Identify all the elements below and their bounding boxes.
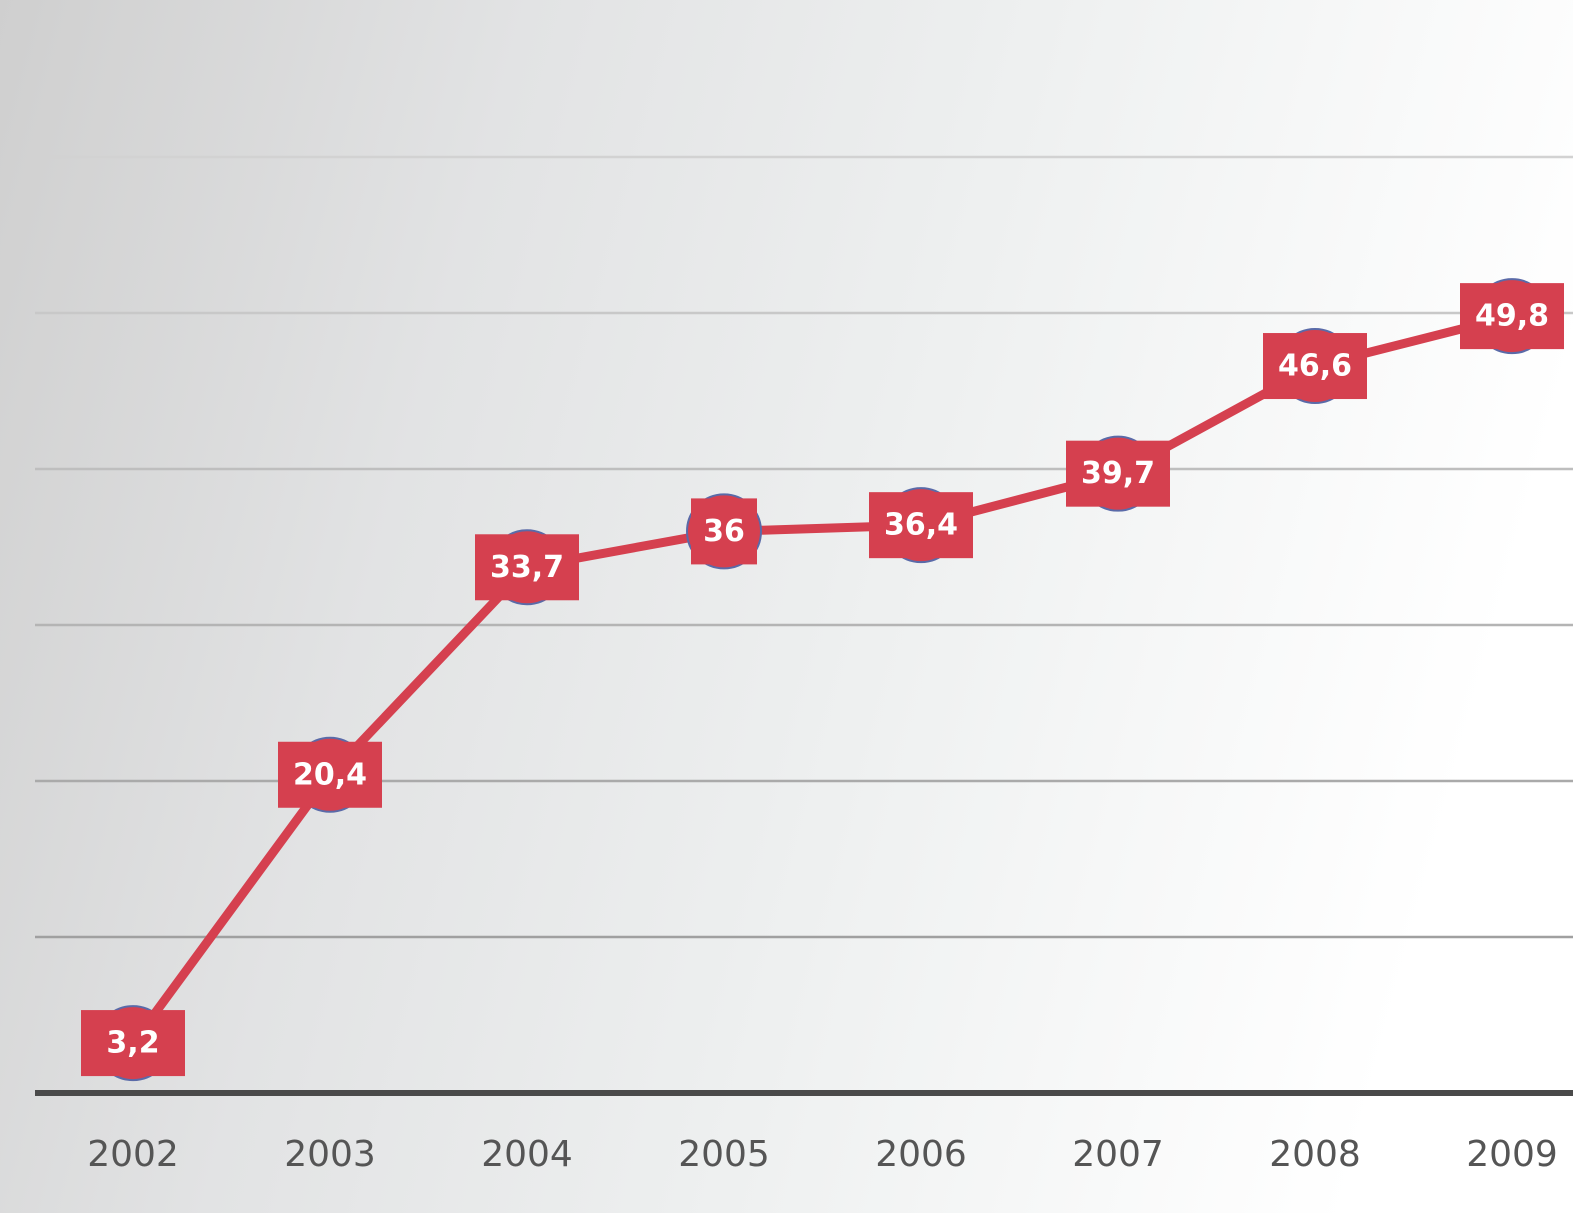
x-tick-label: 2007 — [1072, 1134, 1164, 1175]
data-label-text: 49,8 — [1475, 299, 1549, 334]
x-tick-label: 2002 — [87, 1134, 179, 1175]
data-label: 33,7 — [475, 534, 579, 601]
data-label: 49,8 — [1460, 283, 1564, 350]
x-tick-label: 2006 — [875, 1134, 967, 1175]
data-labels: 3,2 20,4 33,7 36 36,4 39,7 46,6 49,8 — [81, 283, 1564, 1077]
data-label: 46,6 — [1263, 333, 1367, 400]
x-tick-label: 2009 — [1466, 1134, 1558, 1175]
data-label-text: 20,4 — [293, 757, 367, 792]
data-label: 36,4 — [869, 492, 973, 559]
data-label: 3,2 — [81, 1010, 185, 1077]
data-label-text: 3,2 — [106, 1026, 159, 1061]
x-tick-label: 2003 — [284, 1134, 376, 1175]
data-label-box — [81, 1010, 185, 1077]
data-markers — [95, 278, 1550, 1082]
x-tick-label: 2004 — [481, 1134, 573, 1175]
data-label: 36 — [691, 498, 757, 565]
data-label: 20,4 — [278, 741, 382, 808]
data-label: 39,7 — [1066, 440, 1170, 507]
data-label-box — [869, 492, 973, 559]
data-label-text: 33,7 — [490, 550, 564, 585]
data-label-box — [475, 534, 579, 601]
data-label-box — [278, 741, 382, 808]
gridlines — [35, 155, 1573, 939]
data-label-text: 36 — [703, 514, 745, 549]
data-label-box — [1460, 283, 1564, 350]
data-label-text: 36,4 — [884, 508, 958, 543]
data-label-text: 39,7 — [1081, 456, 1155, 491]
series-line — [128, 311, 1517, 1048]
data-label-text: 46,6 — [1278, 349, 1352, 384]
x-tick-label: 2005 — [678, 1134, 770, 1175]
data-label-box — [1066, 440, 1170, 507]
x-tick-label: 2008 — [1269, 1134, 1361, 1175]
data-label-box — [691, 498, 757, 565]
x-axis-tick-labels: 2002 2003 2004 2005 2006 2007 2008 2009 — [87, 1134, 1558, 1175]
data-label-box — [1263, 333, 1367, 400]
